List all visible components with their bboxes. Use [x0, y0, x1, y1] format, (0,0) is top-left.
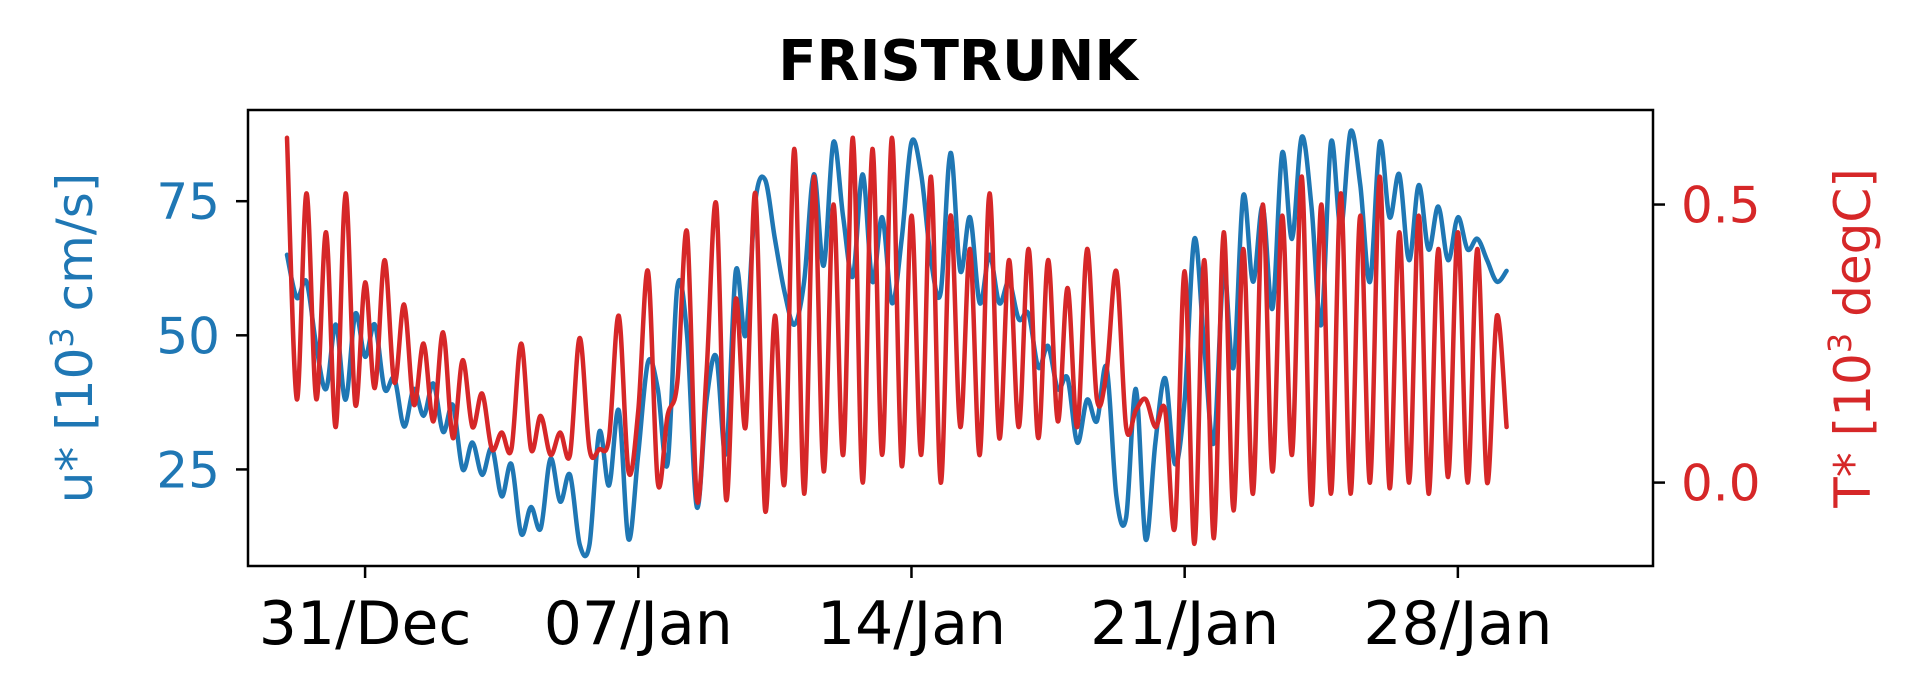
series-line-right	[284, 135, 1509, 547]
series-layer	[284, 128, 1509, 559]
y-axis-left: 25 50 75	[156, 173, 248, 499]
x-tick-label: 14/Jan	[817, 589, 1006, 659]
x-axis: 31/Dec 07/Jan 14/Jan 21/Jan 28/Jan	[259, 566, 1552, 659]
x-tick-label: 31/Dec	[259, 589, 472, 659]
plot-frame	[246, 108, 1655, 568]
y-left-tick-label: 25	[156, 441, 220, 499]
y-left-tick-label: 75	[156, 173, 220, 231]
y-axis-right-label: T* [103 degC]	[1821, 168, 1882, 509]
x-tick-label: 07/Jan	[544, 589, 733, 659]
chart-title: FRISTRUNK	[778, 29, 1140, 94]
y-axis-right: 0.0 0.5	[1653, 177, 1761, 513]
y-right-tick-label: 0.5	[1681, 177, 1761, 235]
y-right-tick-label: 0.0	[1681, 455, 1761, 513]
x-tick-label: 28/Jan	[1363, 589, 1552, 659]
y-left-tick-label: 50	[156, 307, 220, 365]
x-tick-label: 21/Jan	[1090, 589, 1279, 659]
series-line-left	[284, 128, 1509, 559]
y-axis-left-label: u* [103 cm/s]	[43, 173, 104, 504]
